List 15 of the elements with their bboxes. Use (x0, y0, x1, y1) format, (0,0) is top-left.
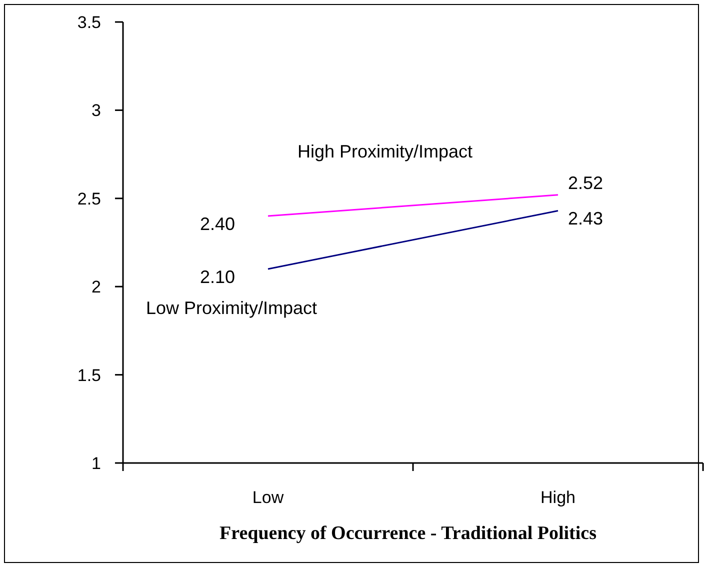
text: Low Proximity/Impact (146, 298, 318, 318)
y-tick-label: 1.5 (77, 366, 101, 385)
y-tick-label: 1 (92, 454, 101, 473)
data-label: 2.40 (200, 214, 235, 234)
text: High Proximity/Impact (297, 141, 473, 162)
x-tick-label: High (540, 488, 576, 507)
data-label: 2.52 (568, 172, 604, 193)
y-tick-label: 2.5 (77, 189, 101, 208)
y-tick-label: 2 (92, 278, 101, 297)
data-label: 2.43 (568, 208, 604, 229)
y-tick-label: 3.5 (77, 13, 101, 32)
data-label: 2.10 (200, 266, 235, 287)
x-tick-label: Low (252, 488, 284, 507)
y-tick-label: 3 (92, 101, 101, 120)
x-axis-title: Frequency of Occurrence - Traditional Politics (220, 523, 596, 544)
